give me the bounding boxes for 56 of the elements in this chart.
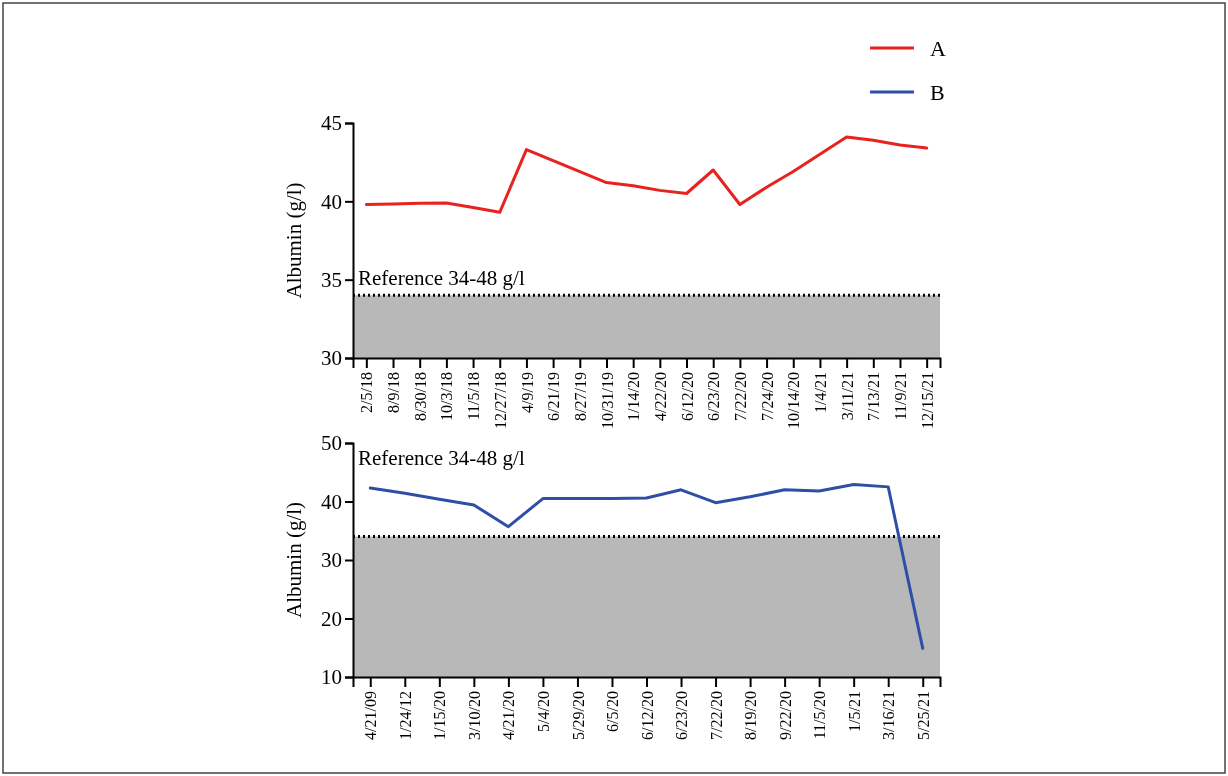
legend-label: A — [930, 36, 946, 61]
line-series — [364, 135, 929, 214]
x-tick-label: 4/21/09 — [362, 691, 380, 740]
x-tick-label: 11/5/18 — [465, 372, 483, 421]
y-tick-label: 45 — [321, 111, 342, 136]
x-tick-label: 6/23/20 — [673, 691, 691, 740]
x-tick-label: 11/9/21 — [892, 372, 910, 421]
y-tick-label: 30 — [321, 548, 342, 573]
x-tick-label: 1/15/20 — [431, 691, 449, 740]
x-tick-label: 8/19/20 — [742, 691, 760, 740]
x-tick-label: 6/23/20 — [705, 372, 723, 421]
y-tick-label: 50 — [321, 431, 342, 456]
y-tick-label: 10 — [321, 665, 342, 690]
x-tick-label: 1/5/21 — [845, 691, 863, 732]
x-tick-label: 5/25/21 — [914, 691, 932, 740]
x-tick-label: 8/9/18 — [385, 372, 403, 413]
x-tick-label: 2/5/18 — [358, 372, 376, 413]
x-tick-label: 6/5/20 — [604, 691, 622, 732]
x-tick-label: 12/27/18 — [491, 372, 509, 429]
x-tick-label: 10/14/20 — [785, 372, 803, 429]
x-tick-label: 4/9/19 — [518, 372, 536, 413]
ref-line-label: Reference 34-48 g/l — [358, 446, 525, 470]
x-tick-label: 6/21/19 — [545, 372, 563, 421]
x-tick-label: 3/16/21 — [880, 691, 898, 740]
y-tick-label: 35 — [321, 267, 342, 292]
x-tick-label: 11/5/20 — [811, 691, 829, 740]
x-tick-label: 1/14/20 — [625, 372, 643, 421]
ref-line-label: Reference 34-48 g/l — [358, 266, 525, 291]
x-tick-label: 7/22/20 — [707, 691, 725, 740]
x-tick-label: 8/30/18 — [411, 372, 429, 421]
x-tick-label: 5/4/20 — [535, 691, 553, 732]
y-axis-title: Albumin (g/l) — [282, 182, 306, 299]
x-tick-label: 4/21/20 — [500, 691, 518, 740]
x-tick-label: 7/24/20 — [758, 372, 776, 421]
x-tick-label: 7/22/20 — [731, 372, 749, 421]
x-tick-label: 1/4/21 — [812, 372, 830, 413]
x-tick-label: 7/13/21 — [865, 372, 883, 421]
x-tick-label: 6/12/20 — [678, 372, 696, 421]
x-tick-label: 12/15/21 — [918, 372, 936, 429]
y-axis-title: Albumin (g/l) — [282, 501, 306, 619]
y-tick-label: 40 — [321, 189, 342, 214]
line-series — [368, 483, 925, 650]
x-tick-label: 9/22/20 — [776, 691, 794, 740]
legend-label: B — [930, 80, 945, 105]
x-tick-label: 5/29/20 — [569, 691, 587, 740]
x-tick-label: 6/12/20 — [638, 691, 656, 740]
x-tick-label: 1/24/12 — [396, 691, 414, 740]
x-tick-label: 8/27/19 — [571, 372, 589, 421]
x-tick-label: 10/3/18 — [438, 372, 456, 421]
x-tick-label: 10/31/19 — [598, 372, 616, 429]
x-tick-label: 3/10/20 — [465, 691, 483, 740]
y-tick-label: 30 — [321, 346, 342, 371]
x-tick-label: 4/22/20 — [651, 372, 669, 421]
x-tick-label: 3/11/21 — [838, 372, 856, 421]
y-tick-label: 40 — [321, 489, 342, 514]
y-tick-label: 20 — [321, 606, 342, 631]
